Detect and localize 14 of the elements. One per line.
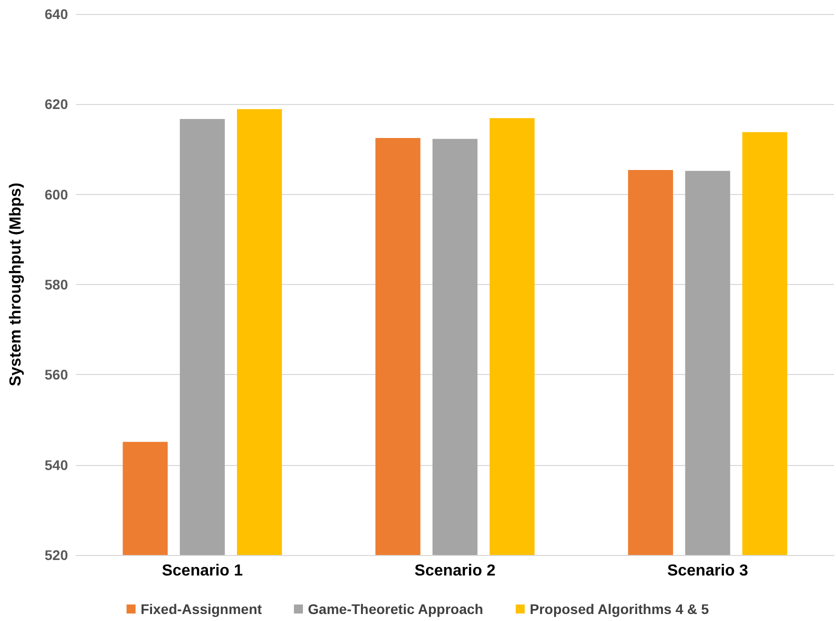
x-tick-label: Scenario 2 bbox=[414, 562, 496, 580]
y-tick-label: 600 bbox=[44, 186, 68, 202]
y-tick-label: 620 bbox=[44, 96, 68, 112]
y-tick-label: 580 bbox=[44, 276, 68, 292]
y-tick-label: 560 bbox=[44, 366, 68, 383]
x-tick-label: Scenario 1 bbox=[162, 562, 243, 580]
y-tick-label: 640 bbox=[44, 6, 68, 22]
legend-label: Game-Theoretic Approach bbox=[308, 601, 484, 617]
y-tick-label: 520 bbox=[44, 547, 68, 563]
y-axis-title: System throughput (Mbps) bbox=[8, 182, 24, 386]
legend-label: Proposed Algorithms 4 & 5 bbox=[530, 601, 710, 617]
x-tick-label: Scenario 3 bbox=[667, 562, 748, 580]
y-tick-label: 540 bbox=[44, 456, 68, 473]
legend-label: Fixed-Assignment bbox=[140, 601, 262, 617]
